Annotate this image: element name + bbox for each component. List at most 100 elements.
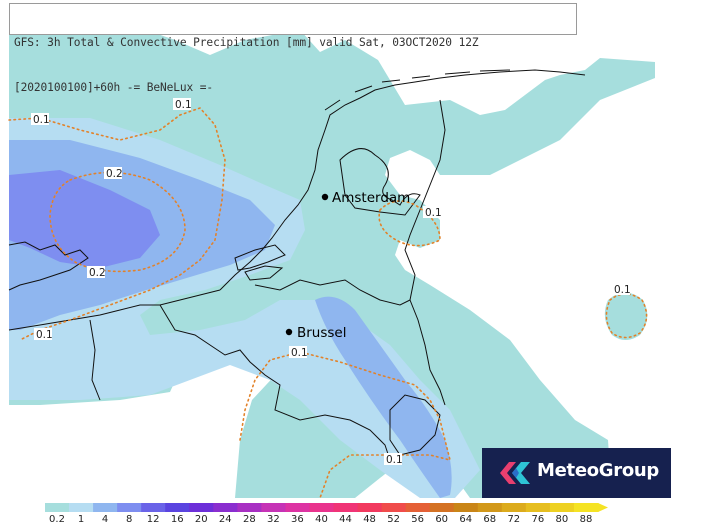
city-marker-icon: [321, 193, 329, 201]
precipitation-fields: [9, 28, 655, 498]
color-scale-swatch: [501, 503, 527, 512]
contour-label: 0.2: [104, 167, 123, 180]
brand-name: MeteoGroup: [537, 460, 660, 481]
map-header: GFS: 3h Total & Convective Precipitation…: [9, 3, 577, 94]
svg-text:0.1: 0.1: [175, 99, 192, 111]
contour-0.1-east-cell: [605, 293, 648, 339]
contour-labels: 0.1 0.1 0.2 0.2 0.1 0.1 0.1 0.1: [31, 98, 631, 466]
color-scale-swatch: [477, 503, 503, 512]
color-scale-label: 28: [242, 514, 256, 525]
color-scale-swatch: [117, 503, 142, 512]
contour-0.1-south: [239, 351, 452, 499]
svg-text:0.1: 0.1: [33, 114, 50, 126]
color-scale-label: 68: [483, 514, 497, 525]
color-scale-label: 60: [435, 514, 449, 525]
color-scale-label: 76: [531, 514, 545, 525]
contour-0.1-ijssel: [378, 200, 441, 247]
brand-logo: MeteoGroup: [482, 448, 671, 498]
contour-label: 0.1: [31, 113, 50, 126]
color-scale-label: 72: [507, 514, 521, 525]
contour-0.1-west: [8, 107, 226, 341]
color-scale-label: 48: [363, 514, 376, 525]
coastlines: [8, 69, 586, 291]
contour-label: 0.2: [87, 266, 106, 279]
header-line-2: [2020100100]+60h -= BeNeLux =-: [14, 81, 214, 94]
color-scale-swatch: [285, 503, 311, 512]
color-scale-bar: [45, 503, 608, 512]
color-scale-swatch: [573, 503, 599, 512]
be-fr-border: [159, 304, 391, 461]
color-scale-label: 44: [339, 514, 352, 525]
color-scale-label: 56: [411, 514, 425, 525]
color-scale-swatch: [357, 503, 383, 512]
color-scale-swatch: [453, 503, 479, 512]
color-scale-swatch: [165, 503, 190, 512]
svg-text:0.2: 0.2: [106, 168, 123, 180]
color-scale-label: 36: [291, 514, 304, 525]
color-scale-swatch: [549, 503, 575, 512]
precip-area-east-cell: [604, 292, 648, 340]
city-label: Brussel: [297, 325, 347, 341]
contour-label: 0.1: [34, 328, 53, 341]
contour-0.2: [49, 171, 186, 273]
svg-text:0.1: 0.1: [425, 207, 442, 219]
country-borders: [8, 99, 446, 461]
lu-border: [389, 394, 441, 456]
ijsselmeer-outline: [339, 148, 421, 216]
benelux-coastline: [219, 69, 586, 291]
color-scale-swatch: [93, 503, 118, 512]
svg-text:0.1: 0.1: [291, 347, 308, 359]
contour-label: 0.1: [423, 206, 442, 219]
precip-contours: [8, 107, 648, 499]
color-scale-label: 0.2: [49, 514, 65, 525]
contour-label: 0.1: [612, 283, 631, 296]
color-scale-label: 80: [555, 514, 569, 525]
delta-islands: [234, 244, 286, 281]
color-scale-label: 20: [194, 514, 208, 525]
fr-inland-line: [89, 319, 101, 401]
color-scale-swatch: [213, 503, 238, 512]
color-scale-label: 88: [579, 514, 593, 525]
color-scale-swatch: [69, 503, 94, 512]
color-scale-label: 52: [387, 514, 400, 525]
meteogroup-logo-icon: [500, 462, 530, 484]
header-line-1: GFS: 3h Total & Convective Precipitation…: [14, 36, 479, 49]
uk-coastline: [8, 241, 89, 291]
contour-label: 0.1: [173, 98, 192, 111]
color-scale-label: 12: [146, 514, 160, 525]
color-scale-swatch: [381, 503, 407, 512]
nl-de-border: [404, 99, 446, 406]
color-scale-swatch: [309, 503, 335, 512]
svg-text:0.2: 0.2: [89, 267, 106, 279]
color-scale-swatch: [189, 503, 214, 512]
color-scale-swatch: [333, 503, 359, 512]
color-scale-swatch: [141, 503, 166, 512]
svg-text:0.1: 0.1: [614, 284, 631, 296]
color-scale-label: 8: [125, 514, 133, 525]
svg-text:0.1: 0.1: [36, 329, 53, 341]
city-marker-icon: [285, 328, 293, 336]
color-scale-arrow: [598, 503, 608, 512]
color-scale-label: 1: [77, 514, 85, 525]
color-scale-swatch: [429, 503, 455, 512]
color-scale-swatch: [405, 503, 431, 512]
svg-text:0.1: 0.1: [386, 454, 403, 466]
city-brussel: Brussel: [285, 325, 347, 341]
color-scale-label: 16: [170, 514, 184, 525]
color-scale-label: 4: [101, 514, 109, 525]
contour-label: 0.1: [289, 346, 308, 359]
contour-label: 0.1: [384, 453, 403, 466]
city-amsterdam: Amsterdam: [321, 190, 410, 206]
precip-area-high: [9, 170, 160, 268]
color-scale-swatch: [261, 503, 287, 512]
fr-coast-west: [8, 289, 221, 331]
wadden-islands: [324, 69, 511, 111]
color-scale-label: 64: [459, 514, 473, 525]
color-scale-swatch: [525, 503, 551, 512]
color-scale-label: 40: [315, 514, 328, 525]
precip-band-south: [315, 296, 452, 498]
color-scale-swatch: [237, 503, 262, 512]
be-nl-border: [254, 279, 411, 306]
city-label: Amsterdam: [332, 190, 410, 206]
